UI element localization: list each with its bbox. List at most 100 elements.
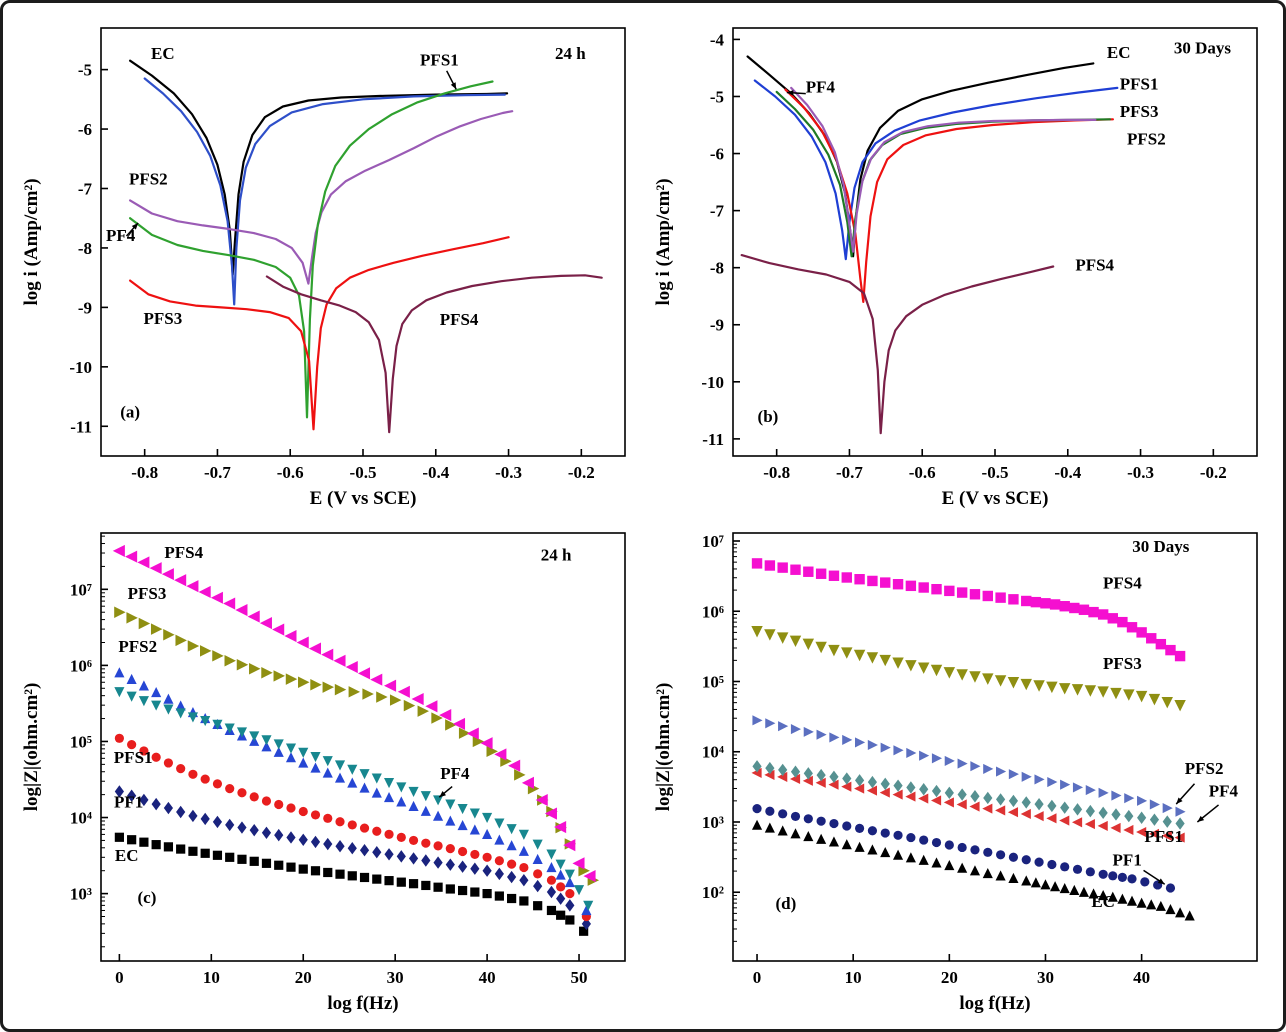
y-axis-label: log|Z|(ohm.cm²) [653,682,674,811]
series-PFS3 [114,605,600,886]
annotation-pfs4: PFS4 [164,542,203,561]
annotation--d-: (d) [775,893,796,912]
series-PF4 [114,686,594,911]
annotation-30-days: 30 Days [1174,38,1232,57]
panel-b: -0.8 -0.7 -0.6 -0.5 -0.4 -0.3 -0.2 -4 -5 -6 -7 -8 -9… [643,11,1275,516]
x-tick-label: -0.2 [568,463,595,482]
y-tick-label: -7 [78,179,93,198]
annotation-pfs1: PFS1 [420,50,459,69]
annotation-pfs2: PFS2 [1185,759,1224,778]
annotation-pf4: PF4 [1209,781,1239,800]
chart-a-polarization-24h: -0.8 -0.7 -0.6 -0.5 -0.4 -0.3 -0.2 -5 -6 -7 -8 -9 -1… [21,26,626,509]
series-PFS3 [784,88,1114,303]
panel-c: 0 10 20 30 40 50 10³ 10⁴ 10⁵ 10⁶ 10⁷ log f(Hz) log|Z… [11,516,643,1021]
y-tick-label: -5 [78,60,92,79]
annotation-24-h: 24 h [555,43,586,62]
series-PFS1 [751,767,1185,843]
series-PFS4 [265,273,603,433]
x-tick-label: -0.5 [350,463,377,482]
annotation-pfs3: PFS3 [143,309,182,328]
annotation-pfs3: PFS3 [128,583,167,602]
y-tick-label: -11 [702,429,724,448]
x-tick-label: 20 [295,968,312,987]
x-tick-label: -0.7 [204,463,231,482]
y-tick-label: -7 [710,201,725,220]
annotation-pfs4: PFS4 [440,310,479,329]
x-tick-label: -0.4 [422,463,449,482]
annotation-24-h: 24 h [541,545,572,564]
x-tick-label: -0.4 [1054,463,1081,482]
chart-d-bode-30days: 0 10 20 30 40 10² 10³ 10⁴ 10⁵ 10⁶ 10⁷ log f(Hz) log|… [653,531,1258,1014]
series-PF4 [790,86,1097,253]
y-tick-label: 10⁵ [70,732,92,751]
series-PF1 [752,803,1176,893]
x-tick-label: 20 [941,968,958,987]
y-tick-label: -9 [78,298,92,317]
y-axis-label: log i (Amp/cm²) [653,178,674,305]
x-tick-label: -0.3 [1127,463,1154,482]
x-tick-label: 30 [1037,968,1054,987]
y-tick-label: -10 [69,357,92,376]
series-PFS1 [114,733,591,921]
annotation-pfs2: PFS2 [129,169,168,188]
x-tick-label: -0.7 [836,463,863,482]
y-tick-label: 10³ [70,884,92,903]
y-tick-label: 10⁵ [702,672,724,691]
annotation-ec: EC [1091,891,1115,910]
series-PFS4 [112,544,596,882]
annotation--c-: (c) [138,888,157,907]
x-tick-label: -0.6 [277,463,304,482]
annotation-pfs1: PFS1 [114,748,153,767]
x-tick-label: 40 [1133,968,1150,987]
series-PF1 [114,784,591,930]
x-axis-label: E (V vs SCE) [310,488,417,509]
x-tick-label: -0.6 [909,463,936,482]
series-PFS3 [751,625,1186,711]
series-PFS3 [129,235,510,430]
x-tick-label: 10 [203,968,220,987]
y-axis-label: log i (Amp/cm²) [21,178,42,305]
series-PFS1 [753,78,1119,260]
annotation-pfs4: PFS4 [1075,255,1114,274]
annotation-pfs1: PFS1 [1120,74,1159,93]
x-tick-label: -0.8 [131,463,158,482]
y-tick-label: -10 [701,372,724,391]
panel-d: 0 10 20 30 40 10² 10³ 10⁴ 10⁵ 10⁶ 10⁷ log f(Hz) log|… [643,516,1275,1021]
series-EC [129,59,509,276]
annotation-ec: EC [1107,43,1131,62]
annotation-pf4: PF4 [806,77,836,96]
annotation-pf4: PF4 [440,764,470,783]
y-tick-label: 10² [702,883,724,902]
x-tick-label: 50 [571,968,588,987]
series-PFS4 [751,557,1186,661]
y-tick-label: 10⁷ [70,580,92,599]
series-EC [114,832,589,936]
plot-frame [732,531,1258,962]
annotation-pfs1: PFS1 [1144,826,1183,845]
annotation-pfs3: PFS3 [1103,654,1142,673]
y-tick-label: 10⁴ [702,742,724,761]
series-PFS2 [775,90,1112,257]
x-axis-label: log f(Hz) [959,993,1030,1014]
y-tick-label: 10⁶ [702,602,724,621]
x-axis-label: E (V vs SCE) [942,488,1049,509]
x-tick-label: -0.5 [982,463,1009,482]
annotation-ec: EC [115,845,139,864]
x-tick-label: 0 [753,968,762,987]
chart-b-polarization-30days: -0.8 -0.7 -0.6 -0.5 -0.4 -0.3 -0.2 -4 -5 -6 -7 -8 -9… [653,26,1258,509]
y-tick-label: 10⁴ [70,808,92,827]
y-tick-label: 10³ [702,812,724,831]
y-tick-label: -4 [710,30,725,49]
series-PFS1 [143,76,506,305]
annotation--b-: (b) [758,406,779,425]
plot-frame [100,26,626,457]
annotation-pf4: PF4 [106,225,136,244]
y-tick-label: -9 [710,315,724,334]
series-PFS2 [129,109,514,285]
x-tick-label: 30 [387,968,404,987]
series-PFS4 [740,253,1055,434]
series-PFS2 [752,714,1186,817]
x-tick-label: -0.3 [495,463,522,482]
y-tick-label: -6 [78,120,92,139]
y-tick-label: 10⁶ [70,656,92,675]
